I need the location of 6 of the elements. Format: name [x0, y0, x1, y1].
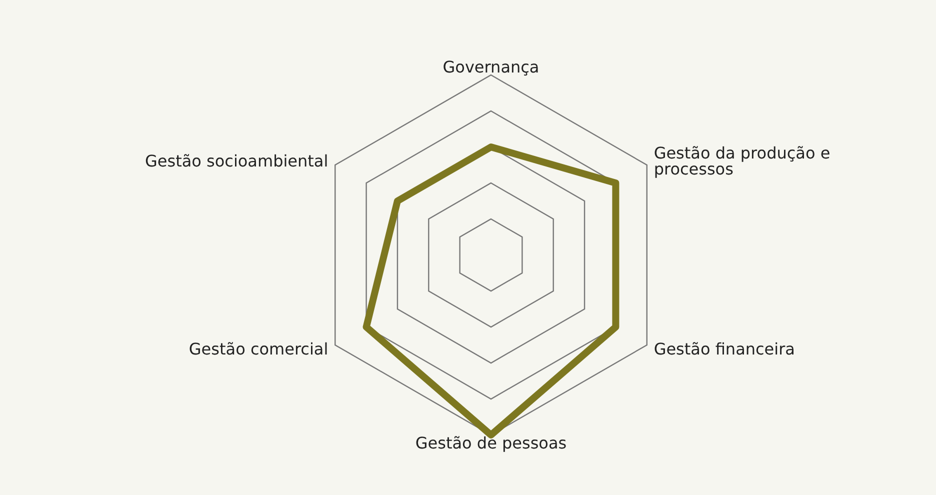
spoke-label: Gestão socioambiental: [145, 152, 328, 171]
spoke-label: Governança: [442, 58, 540, 77]
spoke-label: Gestão financeira: [654, 340, 795, 359]
spoke-label: Gestão da produção e processos: [654, 144, 830, 179]
spoke-label: Gestão de pessoas: [415, 434, 567, 453]
spoke-label: Gestão comercial: [188, 340, 328, 359]
